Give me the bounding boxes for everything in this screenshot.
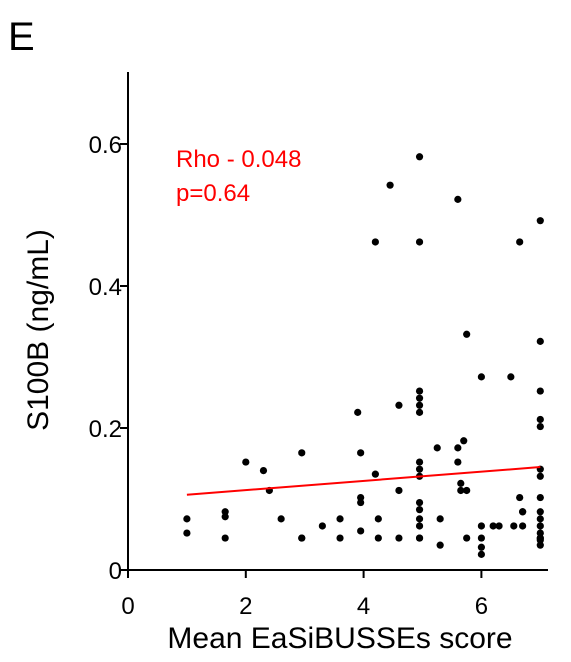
data-point xyxy=(221,534,229,542)
data-point xyxy=(536,534,544,542)
x-tick-label: 4 xyxy=(357,593,370,620)
data-point xyxy=(436,541,444,549)
data-point xyxy=(516,238,524,246)
data-point xyxy=(415,522,424,530)
data-point xyxy=(536,415,544,424)
data-point xyxy=(357,493,365,502)
data-point xyxy=(477,543,485,551)
data-point xyxy=(354,408,362,416)
data-point xyxy=(457,479,465,487)
data-point xyxy=(183,529,191,537)
data-point xyxy=(415,465,424,473)
data-point xyxy=(415,498,424,507)
data-point xyxy=(463,486,471,495)
data-point xyxy=(457,486,465,495)
data-point xyxy=(298,449,306,457)
data-point xyxy=(277,515,285,523)
data-point xyxy=(454,458,462,466)
data-point xyxy=(415,387,424,395)
data-point xyxy=(463,534,471,542)
data-point xyxy=(357,498,365,507)
data-points xyxy=(183,153,544,558)
y-tick-label: 0.4 xyxy=(89,274,122,301)
data-point xyxy=(221,513,229,521)
data-point xyxy=(415,408,424,416)
x-ticks: 0 2 4 6 xyxy=(121,570,488,620)
x-axis-title: Mean EaSiBUSSEs score xyxy=(167,622,512,655)
data-point xyxy=(298,534,306,542)
data-point xyxy=(536,493,544,502)
x-tick-label: 6 xyxy=(475,593,488,620)
data-point xyxy=(415,506,424,514)
data-point xyxy=(536,508,544,516)
y-axis-title: S100B (ng/mL) xyxy=(22,229,55,431)
data-point xyxy=(536,337,544,345)
data-point xyxy=(477,373,485,381)
panel-label: E xyxy=(8,15,35,59)
data-point xyxy=(395,534,403,542)
data-point xyxy=(374,534,382,542)
data-point xyxy=(336,515,344,523)
axes xyxy=(127,72,548,571)
data-point xyxy=(477,522,485,530)
data-point xyxy=(395,401,403,409)
data-point xyxy=(516,493,524,502)
data-point xyxy=(415,458,424,466)
data-point xyxy=(386,181,394,189)
x-tick-label: 2 xyxy=(239,593,252,620)
data-point xyxy=(357,527,365,535)
data-point xyxy=(477,534,485,542)
data-point xyxy=(454,444,462,452)
data-point xyxy=(454,195,462,203)
data-point xyxy=(371,470,379,478)
data-point xyxy=(460,437,468,445)
data-point xyxy=(183,515,191,523)
data-point xyxy=(415,401,424,409)
data-point xyxy=(536,515,544,523)
data-point xyxy=(336,534,344,542)
x-tick-label: 0 xyxy=(121,593,134,620)
data-point xyxy=(433,444,441,452)
y-tick-label: 0.2 xyxy=(89,416,122,443)
data-point xyxy=(436,515,444,523)
data-point xyxy=(536,387,544,395)
data-point xyxy=(242,458,250,466)
data-point xyxy=(221,508,229,516)
data-point xyxy=(536,529,544,537)
data-point xyxy=(395,486,403,495)
data-point xyxy=(536,522,544,530)
data-point xyxy=(519,508,527,516)
data-point xyxy=(318,522,326,530)
data-point xyxy=(463,330,471,338)
data-point xyxy=(415,534,424,542)
data-point xyxy=(536,472,544,480)
data-point xyxy=(415,515,424,523)
data-point xyxy=(415,238,424,246)
data-point xyxy=(371,238,379,246)
data-point xyxy=(536,422,544,431)
data-point xyxy=(477,550,485,558)
data-point xyxy=(357,449,365,457)
data-point xyxy=(259,467,268,475)
data-point xyxy=(507,373,515,381)
data-point xyxy=(536,217,544,225)
data-point xyxy=(536,541,544,549)
y-tick-label: 0.6 xyxy=(89,132,122,159)
data-point xyxy=(495,522,503,530)
trend-line xyxy=(186,466,541,496)
rho-annotation: Rho - 0.048 xyxy=(176,146,301,173)
data-point xyxy=(519,522,527,530)
data-point xyxy=(374,515,382,523)
y-ticks: 0 0.2 0.4 0.6 xyxy=(89,132,128,585)
data-point xyxy=(415,394,424,402)
data-point xyxy=(510,522,518,530)
y-tick-label: 0 xyxy=(109,558,122,585)
data-point xyxy=(489,522,497,530)
p-value-annotation: p=0.64 xyxy=(176,180,250,207)
data-point xyxy=(415,153,424,161)
